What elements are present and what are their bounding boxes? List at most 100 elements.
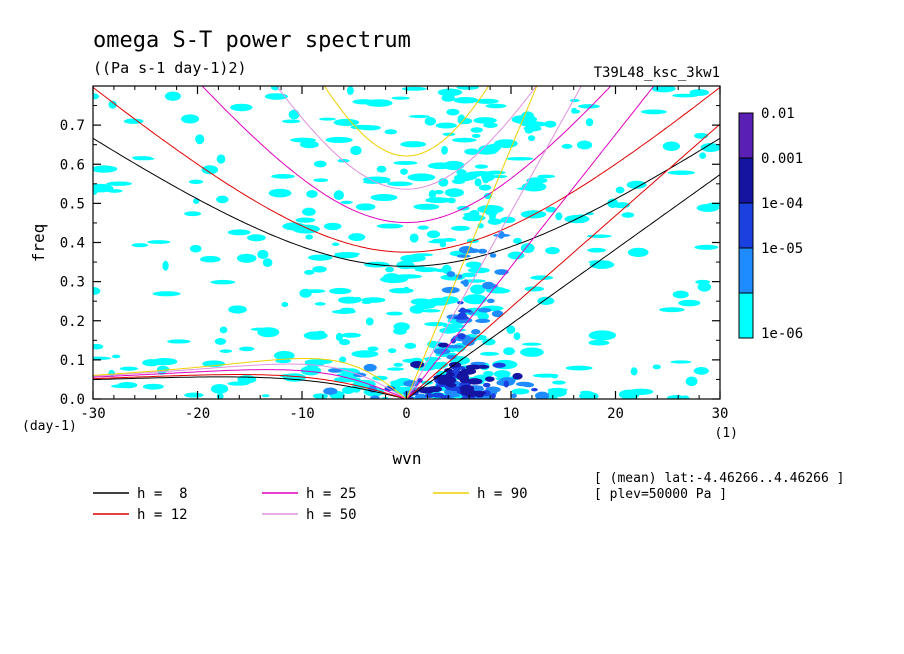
spectrum-cell bbox=[433, 190, 444, 195]
spectrum-cell bbox=[214, 337, 227, 345]
spectrum-cell bbox=[576, 140, 593, 150]
spectrum-cell bbox=[409, 233, 419, 243]
spectrum-cell bbox=[477, 205, 504, 214]
spectrum-cell bbox=[506, 157, 534, 161]
spectrum-cell bbox=[133, 157, 155, 161]
spectrum-cell bbox=[365, 317, 374, 326]
spectrum-cell bbox=[510, 393, 517, 399]
spectrum-cell bbox=[184, 211, 202, 217]
spectrum-cell bbox=[389, 287, 414, 294]
spectrum-cell bbox=[446, 344, 464, 349]
spectrum-cell bbox=[626, 180, 647, 189]
spectrum-cell bbox=[341, 332, 361, 338]
spectrum-cell bbox=[500, 216, 516, 224]
spectrum-cell bbox=[384, 129, 398, 135]
spectrum-cell bbox=[334, 252, 360, 257]
spectrum-cell bbox=[588, 339, 610, 346]
colorbar-swatch bbox=[738, 247, 754, 294]
spectrum-cell bbox=[93, 343, 104, 350]
spectrum-cell bbox=[151, 358, 178, 366]
inertia-gravity-curve bbox=[276, 86, 537, 190]
spectrum-cell bbox=[425, 197, 452, 204]
spectrum-cell bbox=[516, 187, 542, 191]
legend-label: h = 50 bbox=[306, 507, 357, 523]
spectrum-cell bbox=[302, 207, 316, 216]
spectrum-cell bbox=[672, 93, 699, 98]
spectrum-cell bbox=[216, 393, 224, 399]
spectrum-cell bbox=[303, 331, 328, 340]
spectrum-cell bbox=[630, 367, 638, 376]
spectrum-cell bbox=[401, 86, 427, 91]
spectrum-cell bbox=[471, 133, 481, 139]
spectrum-cell bbox=[313, 160, 327, 168]
spectrum-cell bbox=[314, 359, 323, 366]
spectrum-cell bbox=[337, 296, 361, 304]
spectrum-cell bbox=[432, 238, 454, 242]
spectrum-cell bbox=[335, 332, 343, 342]
colorbar-label: 1e-04 bbox=[761, 196, 803, 212]
rossby-wave-curve bbox=[93, 358, 407, 399]
x-tick-label: 0 bbox=[402, 406, 410, 422]
spectrum-cell bbox=[387, 367, 404, 371]
spectrum-cell bbox=[456, 372, 469, 381]
spectrum-cell bbox=[456, 254, 471, 258]
spectrum-cell bbox=[123, 118, 144, 124]
spectrum-cell bbox=[478, 184, 492, 191]
spectrum-cell bbox=[396, 260, 415, 270]
spectrum-cell bbox=[693, 367, 709, 375]
spectrum-cell bbox=[694, 132, 708, 139]
spectrum-cell bbox=[261, 394, 270, 398]
spectrum-cell bbox=[503, 380, 509, 388]
spectrum-cell bbox=[447, 328, 466, 332]
spectrum-cell bbox=[513, 237, 522, 244]
spectrum-cell bbox=[447, 393, 461, 398]
spectrum-fill bbox=[93, 86, 720, 399]
spectrum-cell bbox=[685, 376, 698, 387]
spectrum-cell bbox=[413, 203, 440, 210]
spectrum-cell bbox=[407, 173, 436, 182]
spectrum-cell bbox=[537, 296, 555, 306]
spectrum-cell bbox=[589, 260, 615, 269]
spectrum-cell bbox=[547, 387, 568, 393]
spectrum-cell bbox=[524, 286, 545, 292]
spectrum-cell bbox=[200, 255, 221, 263]
spectrum-cell bbox=[339, 356, 347, 363]
spectrum-cell bbox=[361, 297, 386, 303]
colorbar-label: 1e-05 bbox=[761, 241, 803, 257]
spectrum-cell bbox=[441, 94, 456, 102]
spectrum-cell bbox=[370, 193, 398, 202]
spectrum-cell bbox=[350, 124, 374, 130]
spectrum-cell bbox=[475, 98, 499, 104]
spectrum-cell bbox=[442, 132, 456, 136]
spectrum-cell bbox=[350, 145, 362, 156]
spectrum-cell bbox=[319, 117, 336, 121]
spectrum-cell bbox=[579, 390, 593, 394]
spectrum-cell bbox=[400, 168, 408, 175]
spectrum-cell bbox=[462, 279, 469, 287]
spectrum-cell bbox=[299, 288, 312, 298]
spectrum-cell bbox=[441, 374, 453, 379]
spectrum-cell bbox=[458, 309, 472, 313]
chart-title: omega S-T power spectrum bbox=[93, 28, 411, 53]
spectrum-cell bbox=[438, 395, 451, 399]
spectrum-cell bbox=[147, 240, 171, 244]
spectrum-cell bbox=[271, 174, 295, 179]
spectrum-cell bbox=[262, 258, 273, 267]
legend-label: h = 12 bbox=[137, 507, 188, 523]
spectrum-cell bbox=[106, 181, 133, 186]
spectrum-cell bbox=[219, 326, 228, 334]
spectrum-cell bbox=[417, 225, 429, 230]
legend-label: h = 25 bbox=[306, 486, 357, 502]
spectrum-cell bbox=[695, 279, 711, 285]
spectrum-cell bbox=[456, 86, 479, 90]
rossby-wave-curve bbox=[93, 374, 407, 399]
spectrum-cell bbox=[142, 383, 164, 390]
spectrum-cell bbox=[441, 145, 448, 155]
spectrum-cell bbox=[670, 360, 692, 364]
spectrum-cell bbox=[385, 266, 395, 273]
colorbar-swatch bbox=[738, 157, 754, 204]
spectrum-cell bbox=[486, 143, 502, 152]
spectrum-cell bbox=[288, 109, 300, 120]
spectrum-cell bbox=[571, 107, 578, 114]
spectrum-cell bbox=[341, 386, 355, 395]
